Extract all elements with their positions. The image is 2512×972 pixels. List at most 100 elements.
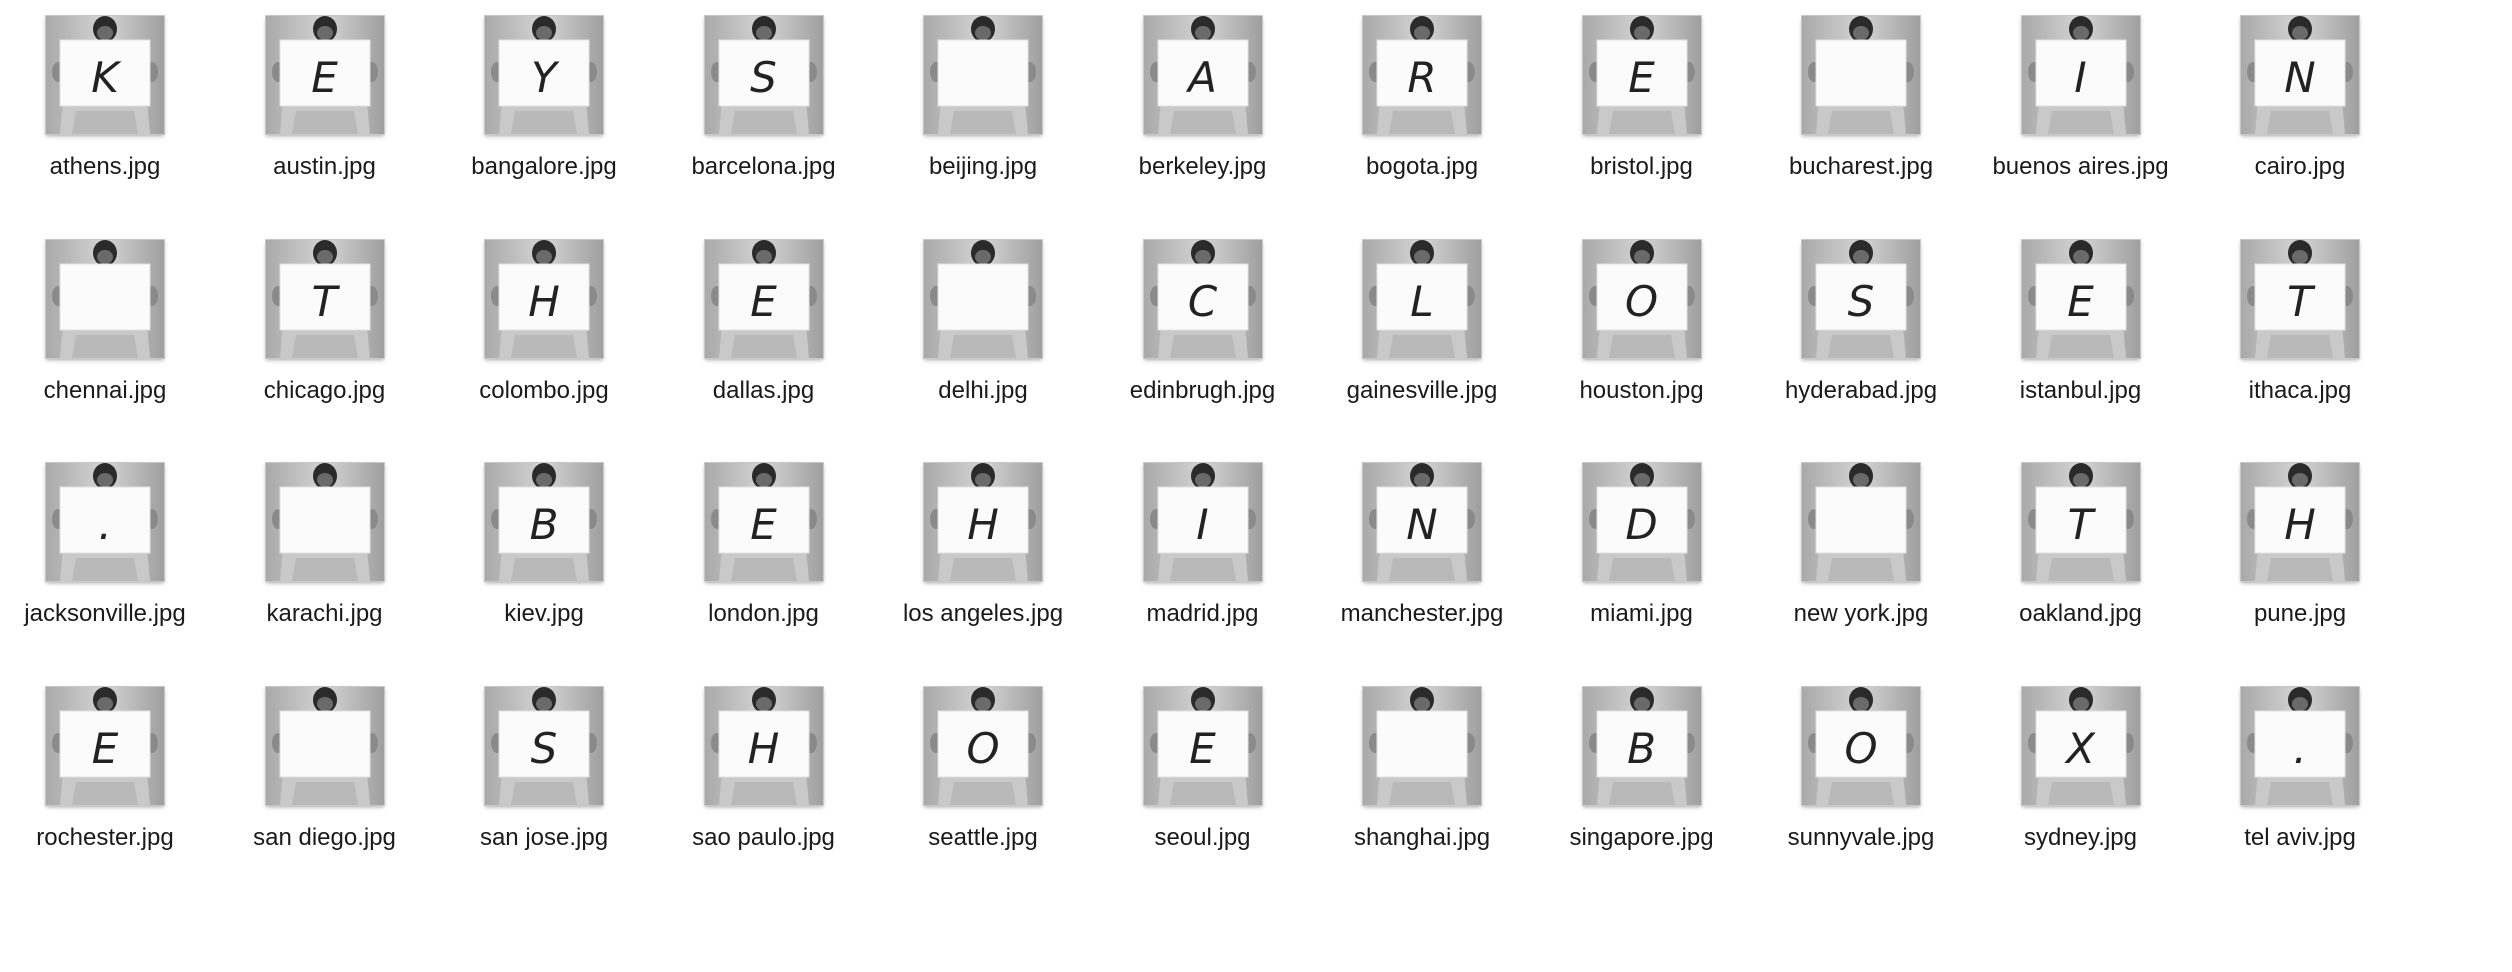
- card-letter: H: [967, 500, 999, 549]
- photo-thumbnail-icon[interactable]: [46, 239, 164, 358]
- file-item[interactable]: T chicago.jpg: [220, 224, 436, 424]
- photo-thumbnail-icon[interactable]: E: [1582, 16, 1701, 134]
- photo-thumbnail-icon[interactable]: H: [924, 463, 1042, 581]
- photo-thumbnail-icon[interactable]: [1802, 16, 1920, 134]
- photo-thumbnail-icon[interactable]: B: [485, 463, 603, 581]
- file-item[interactable]: T oakland.jpg: [1976, 447, 2192, 647]
- file-item[interactable]: san diego.jpg: [220, 671, 436, 871]
- photo-thumbnail-icon[interactable]: .: [46, 463, 164, 581]
- file-item[interactable]: S san jose.jpg: [439, 671, 655, 871]
- file-item[interactable]: chennai.jpg: [0, 224, 216, 424]
- photo-thumbnail-icon[interactable]: O: [1582, 239, 1701, 358]
- file-item[interactable]: S hyderabad.jpg: [1756, 224, 1972, 424]
- photo-thumbnail-icon[interactable]: [924, 239, 1042, 358]
- file-item[interactable]: H los angeles.jpg: [878, 447, 1094, 647]
- file-item[interactable]: new york.jpg: [1756, 447, 1972, 647]
- photo-thumbnail-icon[interactable]: I: [1143, 463, 1262, 581]
- file-item[interactable]: I buenos aires.jpg: [1976, 0, 2192, 200]
- file-item[interactable]: E seoul.jpg: [1098, 671, 1314, 871]
- file-item[interactable]: D miami.jpg: [1537, 447, 1753, 647]
- photo-thumbnail-icon[interactable]: T: [2021, 463, 2140, 581]
- file-item[interactable]: T ithaca.jpg: [2195, 224, 2411, 424]
- file-item[interactable]: A berkeley.jpg: [1098, 0, 1314, 200]
- photo-thumbnail-icon[interactable]: H: [704, 686, 823, 805]
- photo-thumbnail-icon[interactable]: T: [2241, 239, 2359, 358]
- photo-thumbnail-icon[interactable]: S: [704, 16, 823, 134]
- file-item[interactable]: R bogota.jpg: [1317, 0, 1533, 200]
- photo-thumbnail-icon[interactable]: O: [1802, 686, 1920, 805]
- photo-thumbnail-icon[interactable]: D: [1582, 463, 1701, 581]
- photo-thumbnail-icon[interactable]: E: [704, 239, 823, 358]
- card-letter: E: [1189, 723, 1216, 773]
- photo-thumbnail-icon[interactable]: E: [265, 16, 384, 134]
- photo-thumbnail-icon[interactable]: .: [2241, 686, 2359, 805]
- photo-thumbnail-icon[interactable]: I: [2021, 16, 2140, 134]
- photo-thumbnail-icon[interactable]: [265, 686, 384, 805]
- file-name: tel aviv.jpg: [2244, 823, 2356, 851]
- file-item[interactable]: beijing.jpg: [878, 0, 1094, 200]
- photo-thumbnail-icon[interactable]: S: [1802, 239, 1920, 358]
- file-item[interactable]: S barcelona.jpg: [659, 0, 875, 200]
- photo-thumbnail-icon[interactable]: N: [2241, 16, 2359, 134]
- file-item[interactable]: E rochester.jpg: [0, 671, 216, 871]
- photo-thumbnail-icon[interactable]: E: [704, 463, 823, 581]
- photo-thumbnail-icon[interactable]: E: [2021, 239, 2140, 358]
- file-name: edinbrugh.jpg: [1129, 376, 1276, 404]
- photo-thumbnail-icon[interactable]: B: [1582, 686, 1701, 805]
- file-item[interactable]: E bristol.jpg: [1537, 0, 1753, 200]
- file-item[interactable]: O seattle.jpg: [878, 671, 1094, 871]
- file-item[interactable]: E austin.jpg: [220, 0, 436, 200]
- photo-thumbnail-icon[interactable]: O: [924, 686, 1042, 805]
- file-name: istanbul.jpg: [2019, 376, 2142, 404]
- photo-thumbnail-icon[interactable]: N: [1363, 463, 1481, 581]
- photo-thumbnail-icon[interactable]: [924, 16, 1042, 134]
- card-letter: [1802, 52, 1920, 104]
- photo-thumbnail-icon[interactable]: H: [485, 239, 603, 358]
- card-letter: I: [1196, 500, 1209, 549]
- photo-thumbnail-icon[interactable]: Y: [485, 16, 603, 134]
- file-item[interactable]: B kiev.jpg: [439, 447, 655, 647]
- file-item[interactable]: Y bangalore.jpg: [439, 0, 655, 200]
- file-item[interactable]: O houston.jpg: [1537, 224, 1753, 424]
- photo-thumbnail-icon[interactable]: S: [485, 686, 603, 805]
- file-item[interactable]: E london.jpg: [659, 447, 875, 647]
- file-item[interactable]: . jacksonville.jpg: [0, 447, 216, 647]
- file-item[interactable]: shanghai.jpg: [1317, 671, 1533, 871]
- file-item[interactable]: delhi.jpg: [878, 224, 1094, 424]
- photo-thumbnail-icon[interactable]: E: [1143, 686, 1262, 805]
- card-letter: [266, 723, 384, 775]
- file-item[interactable]: B singapore.jpg: [1537, 671, 1753, 871]
- photo-thumbnail-icon[interactable]: [265, 463, 384, 581]
- photo-thumbnail-icon[interactable]: [1363, 686, 1481, 805]
- file-item[interactable]: C edinbrugh.jpg: [1098, 224, 1314, 424]
- photo-thumbnail-icon[interactable]: L: [1363, 239, 1481, 358]
- photo-thumbnail-icon[interactable]: H: [2241, 463, 2359, 581]
- photo-thumbnail-icon[interactable]: R: [1363, 16, 1481, 134]
- file-item[interactable]: E istanbul.jpg: [1976, 224, 2192, 424]
- photo-thumbnail-icon[interactable]: T: [265, 239, 384, 358]
- file-item[interactable]: N cairo.jpg: [2195, 0, 2411, 200]
- file-item[interactable]: H sao paulo.jpg: [659, 671, 875, 871]
- file-item[interactable]: E dallas.jpg: [659, 224, 875, 424]
- file-item[interactable]: I madrid.jpg: [1098, 447, 1314, 647]
- photo-thumbnail-icon[interactable]: E: [46, 686, 164, 805]
- file-item[interactable]: O sunnyvale.jpg: [1756, 671, 1972, 871]
- photo-thumbnail-icon[interactable]: [1802, 463, 1920, 581]
- file-item[interactable]: karachi.jpg: [220, 447, 436, 647]
- file-name: dallas.jpg: [712, 376, 815, 404]
- file-name: london.jpg: [708, 600, 819, 627]
- file-item[interactable]: N manchester.jpg: [1317, 447, 1533, 647]
- photo-thumbnail-icon[interactable]: A: [1143, 16, 1262, 134]
- file-item[interactable]: H pune.jpg: [2195, 447, 2411, 647]
- photo-thumbnail-icon[interactable]: C: [1143, 239, 1262, 358]
- file-item[interactable]: X sydney.jpg: [1976, 671, 2192, 871]
- file-item[interactable]: K athens.jpg: [0, 0, 216, 200]
- file-item[interactable]: L gainesville.jpg: [1317, 224, 1533, 424]
- file-item[interactable]: bucharest.jpg: [1756, 0, 1972, 200]
- photo-thumbnail-icon[interactable]: X: [2021, 686, 2140, 805]
- file-name: miami.jpg: [1590, 600, 1693, 627]
- file-item[interactable]: H colombo.jpg: [439, 224, 655, 424]
- file-item[interactable]: . tel aviv.jpg: [2195, 671, 2411, 871]
- photo-thumbnail-icon[interactable]: K: [46, 16, 164, 134]
- card-letter: O: [966, 723, 1000, 773]
